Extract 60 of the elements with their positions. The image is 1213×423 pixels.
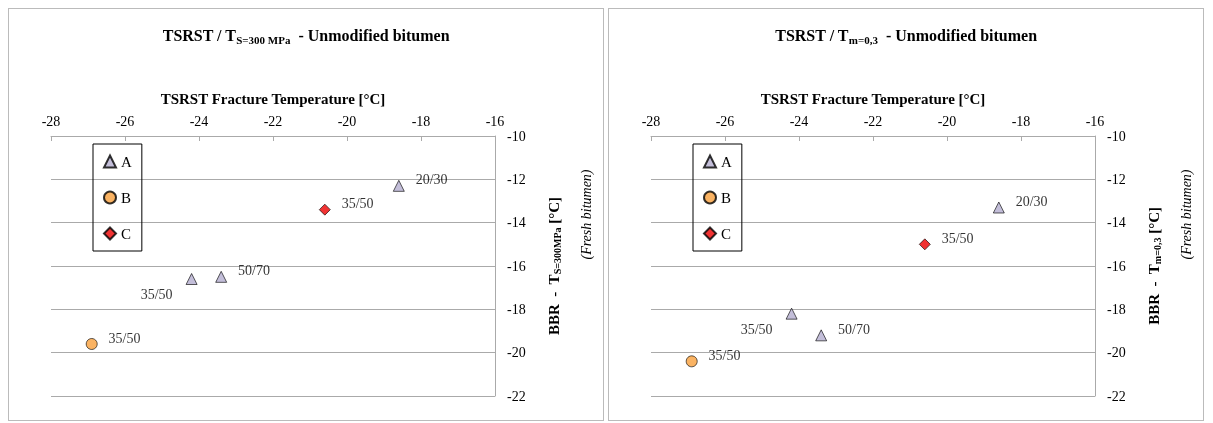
data-label: 35/50 — [140, 287, 173, 303]
y-tick-label: -10 — [507, 128, 526, 144]
point — [392, 179, 405, 192]
text: (Fresh bitumen) — [1178, 169, 1195, 260]
x-tick-label: -24 — [789, 113, 809, 129]
data-label: 50/70 — [238, 263, 270, 279]
x-tick-label: -20 — [337, 113, 357, 129]
y-tick-label: -16 — [1107, 258, 1126, 274]
y-tick-label: -18 — [507, 301, 526, 317]
x-tick-label: -26 — [115, 113, 135, 129]
x-tick-label: -24 — [189, 113, 209, 129]
x-tick-label: -28 — [41, 113, 61, 129]
y-tick-label: -20 — [507, 345, 526, 361]
data-label: 35/50 — [941, 230, 974, 246]
x-axis-title: TSRST Fracture Temperature [°C] — [760, 90, 986, 107]
point — [215, 270, 228, 283]
legend-label: A — [721, 153, 732, 170]
data-label: 20/30 — [1015, 194, 1048, 209]
x-tick-label: -22 — [263, 113, 283, 129]
text: (Fresh bitumen) — [578, 169, 595, 260]
x-tick-label: -20 — [937, 113, 957, 129]
point — [318, 203, 331, 216]
data-label: 50/70 — [838, 321, 870, 337]
legend-label: C — [721, 225, 732, 242]
x-tick-label: -18 — [411, 113, 431, 129]
data-label: 35/50 — [708, 347, 741, 363]
y-tick-label: -14 — [1107, 215, 1126, 231]
y-tick-label: -18 — [1107, 301, 1126, 317]
x-tick-label: -22 — [863, 113, 883, 129]
legend-label: A — [121, 153, 132, 170]
y-tick-label: -20 — [1107, 345, 1126, 361]
y-tick-label: -22 — [1107, 388, 1126, 404]
x-tick-label: -16 — [1085, 113, 1105, 129]
point — [918, 238, 931, 251]
data-label: 35/50 — [740, 322, 773, 338]
x-tick-label: -18 — [1011, 113, 1031, 129]
point — [815, 329, 828, 342]
point — [85, 338, 98, 350]
point — [785, 307, 798, 320]
x-tick-label: -16 — [485, 113, 505, 129]
legend-label: C — [121, 225, 132, 242]
y-tick-label: -22 — [507, 388, 526, 404]
point — [185, 273, 198, 285]
y-axis-title: BBR - Tm=0,3 [°C] — [1145, 207, 1163, 325]
x-axis-title: TSRST Fracture Temperature [°C] — [160, 90, 386, 107]
data-label: 35/50 — [341, 196, 374, 212]
y-tick-label: -12 — [507, 171, 526, 187]
point — [685, 355, 698, 368]
legend-label: B — [721, 189, 732, 206]
y-axis-title: BBR - TS=300MPa [°C] — [545, 196, 563, 335]
y-tick-label: -10 — [1107, 128, 1126, 144]
data-label: 20/30 — [415, 172, 448, 188]
y-tick-label: -16 — [507, 258, 526, 274]
y-tick-label: -14 — [507, 215, 526, 231]
y-tick-label: -12 — [1107, 171, 1126, 187]
data-label: 35/50 — [108, 330, 141, 346]
legend-label: B — [121, 189, 132, 206]
x-tick-label: -26 — [715, 113, 735, 129]
x-tick-label: -28 — [641, 113, 661, 129]
point — [992, 201, 1005, 214]
